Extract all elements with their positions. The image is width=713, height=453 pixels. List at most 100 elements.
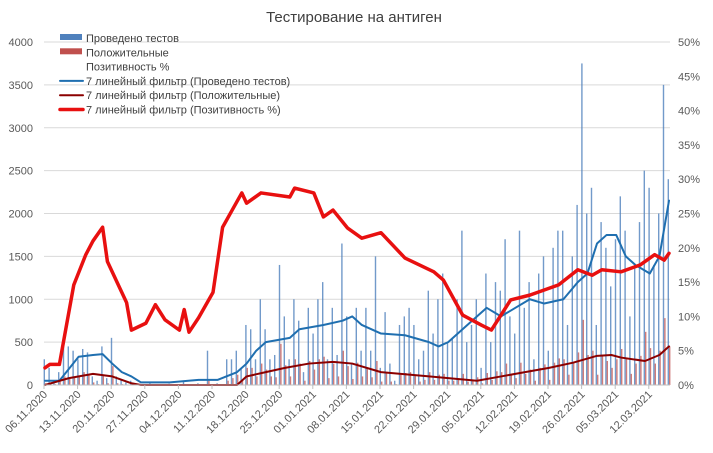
bar-tests xyxy=(480,367,482,385)
y-right-tick-label: 50% xyxy=(678,37,700,49)
bar-positive xyxy=(256,376,258,385)
line-positivity-ma7 xyxy=(43,186,671,370)
bar-tests xyxy=(504,239,506,385)
legend-swatch-bar xyxy=(60,48,82,55)
bar-positive xyxy=(457,378,460,385)
bar-tests xyxy=(398,324,401,385)
bar-tests xyxy=(77,359,79,385)
bar-tests xyxy=(62,343,65,385)
bar-positive xyxy=(347,366,349,385)
bar-positive xyxy=(664,318,666,385)
bar-tests xyxy=(264,329,266,385)
bar-tests xyxy=(552,247,554,385)
bar-tests xyxy=(293,299,295,385)
bar-tests xyxy=(427,290,429,385)
y-right-tick-label: 0% xyxy=(678,380,694,392)
bar-positive xyxy=(645,331,647,385)
bar-tests xyxy=(322,282,324,385)
bar-tests xyxy=(576,204,578,385)
bar-positive xyxy=(265,369,268,385)
bar-positive xyxy=(270,376,272,385)
bar-positive xyxy=(352,378,354,385)
bar-positive xyxy=(529,369,532,385)
bar-positive xyxy=(640,355,642,385)
y-right-tick-label: 15% xyxy=(678,277,700,289)
bar-positive xyxy=(424,379,426,385)
bar-positive xyxy=(390,381,392,385)
bar-tests xyxy=(259,299,261,385)
y-left-tick-label: 1000 xyxy=(9,294,33,306)
bar-tests xyxy=(86,352,89,385)
bar-positive xyxy=(621,348,623,385)
bar-tests xyxy=(374,256,377,385)
y-right-tick-label: 40% xyxy=(678,106,700,118)
bar-positive xyxy=(625,357,628,385)
bar-positive xyxy=(544,364,546,385)
bar-tests xyxy=(442,273,444,385)
bar-tests xyxy=(432,333,434,385)
bar-tests xyxy=(182,380,185,385)
bar-tests xyxy=(384,312,386,385)
y-right-tick-label: 5% xyxy=(678,346,694,358)
bar-tests xyxy=(581,63,583,385)
bar-tests xyxy=(254,359,257,385)
bar-tests xyxy=(571,256,573,385)
bar-positive xyxy=(568,374,570,385)
bar-positive xyxy=(453,380,455,385)
bar-positive xyxy=(357,362,359,385)
bar-positive xyxy=(659,350,661,385)
bar-positive xyxy=(635,363,637,385)
bar-positive xyxy=(606,360,608,385)
bar-tests xyxy=(298,320,300,385)
bar-tests xyxy=(446,342,449,385)
bar-tests xyxy=(206,350,209,385)
legend-label: Позитивность % xyxy=(86,62,170,74)
y-left-tick-label: 2500 xyxy=(9,166,33,178)
bar-tests xyxy=(48,367,50,385)
bar-tests xyxy=(278,264,281,385)
bar-tests xyxy=(379,367,381,385)
legend-label: Проведено тестов xyxy=(86,33,179,45)
bar-positive xyxy=(505,363,508,385)
bar-positive xyxy=(299,363,301,385)
line-positive-ma7 xyxy=(44,345,670,386)
bar-tests xyxy=(331,307,333,385)
bar-positive xyxy=(582,319,584,385)
bar-tests xyxy=(365,307,367,385)
bar-tests xyxy=(509,316,511,385)
y-right-tick-label: 10% xyxy=(678,311,700,323)
bar-positive xyxy=(539,367,541,385)
bar-tests xyxy=(494,282,497,385)
bar-tests xyxy=(230,359,233,385)
bar-positive xyxy=(467,381,469,385)
lines xyxy=(43,186,671,386)
bar-positive xyxy=(409,372,412,385)
bar-positive xyxy=(669,346,671,385)
bar-positive xyxy=(275,377,277,385)
bar-tests xyxy=(595,324,597,385)
bar-tests xyxy=(643,170,645,385)
bar-positive xyxy=(549,379,551,385)
bar-positive xyxy=(241,379,244,385)
bar-tests xyxy=(96,380,98,385)
bar-tests xyxy=(120,379,122,385)
bar-tests xyxy=(317,299,319,385)
bar-positive xyxy=(429,372,431,385)
bar-positive xyxy=(611,367,613,385)
bar-positive xyxy=(261,363,263,385)
bar-tests xyxy=(110,337,113,385)
y-right-tick-label: 45% xyxy=(678,71,700,83)
bar-tests xyxy=(302,372,305,385)
legend-label: Положительные xyxy=(86,47,169,59)
bar-tests xyxy=(413,324,415,385)
bar-tests xyxy=(610,286,612,385)
bar-tests xyxy=(528,282,530,385)
bar-tests xyxy=(533,359,535,385)
bar-tests xyxy=(394,380,396,385)
legend-swatch-bar xyxy=(60,34,82,40)
bar-positive xyxy=(481,383,484,385)
bar-tests xyxy=(653,264,655,385)
bar-tests xyxy=(648,187,650,385)
bar-tests xyxy=(456,299,458,385)
chart-title: Тестирование на антиген xyxy=(266,9,442,26)
